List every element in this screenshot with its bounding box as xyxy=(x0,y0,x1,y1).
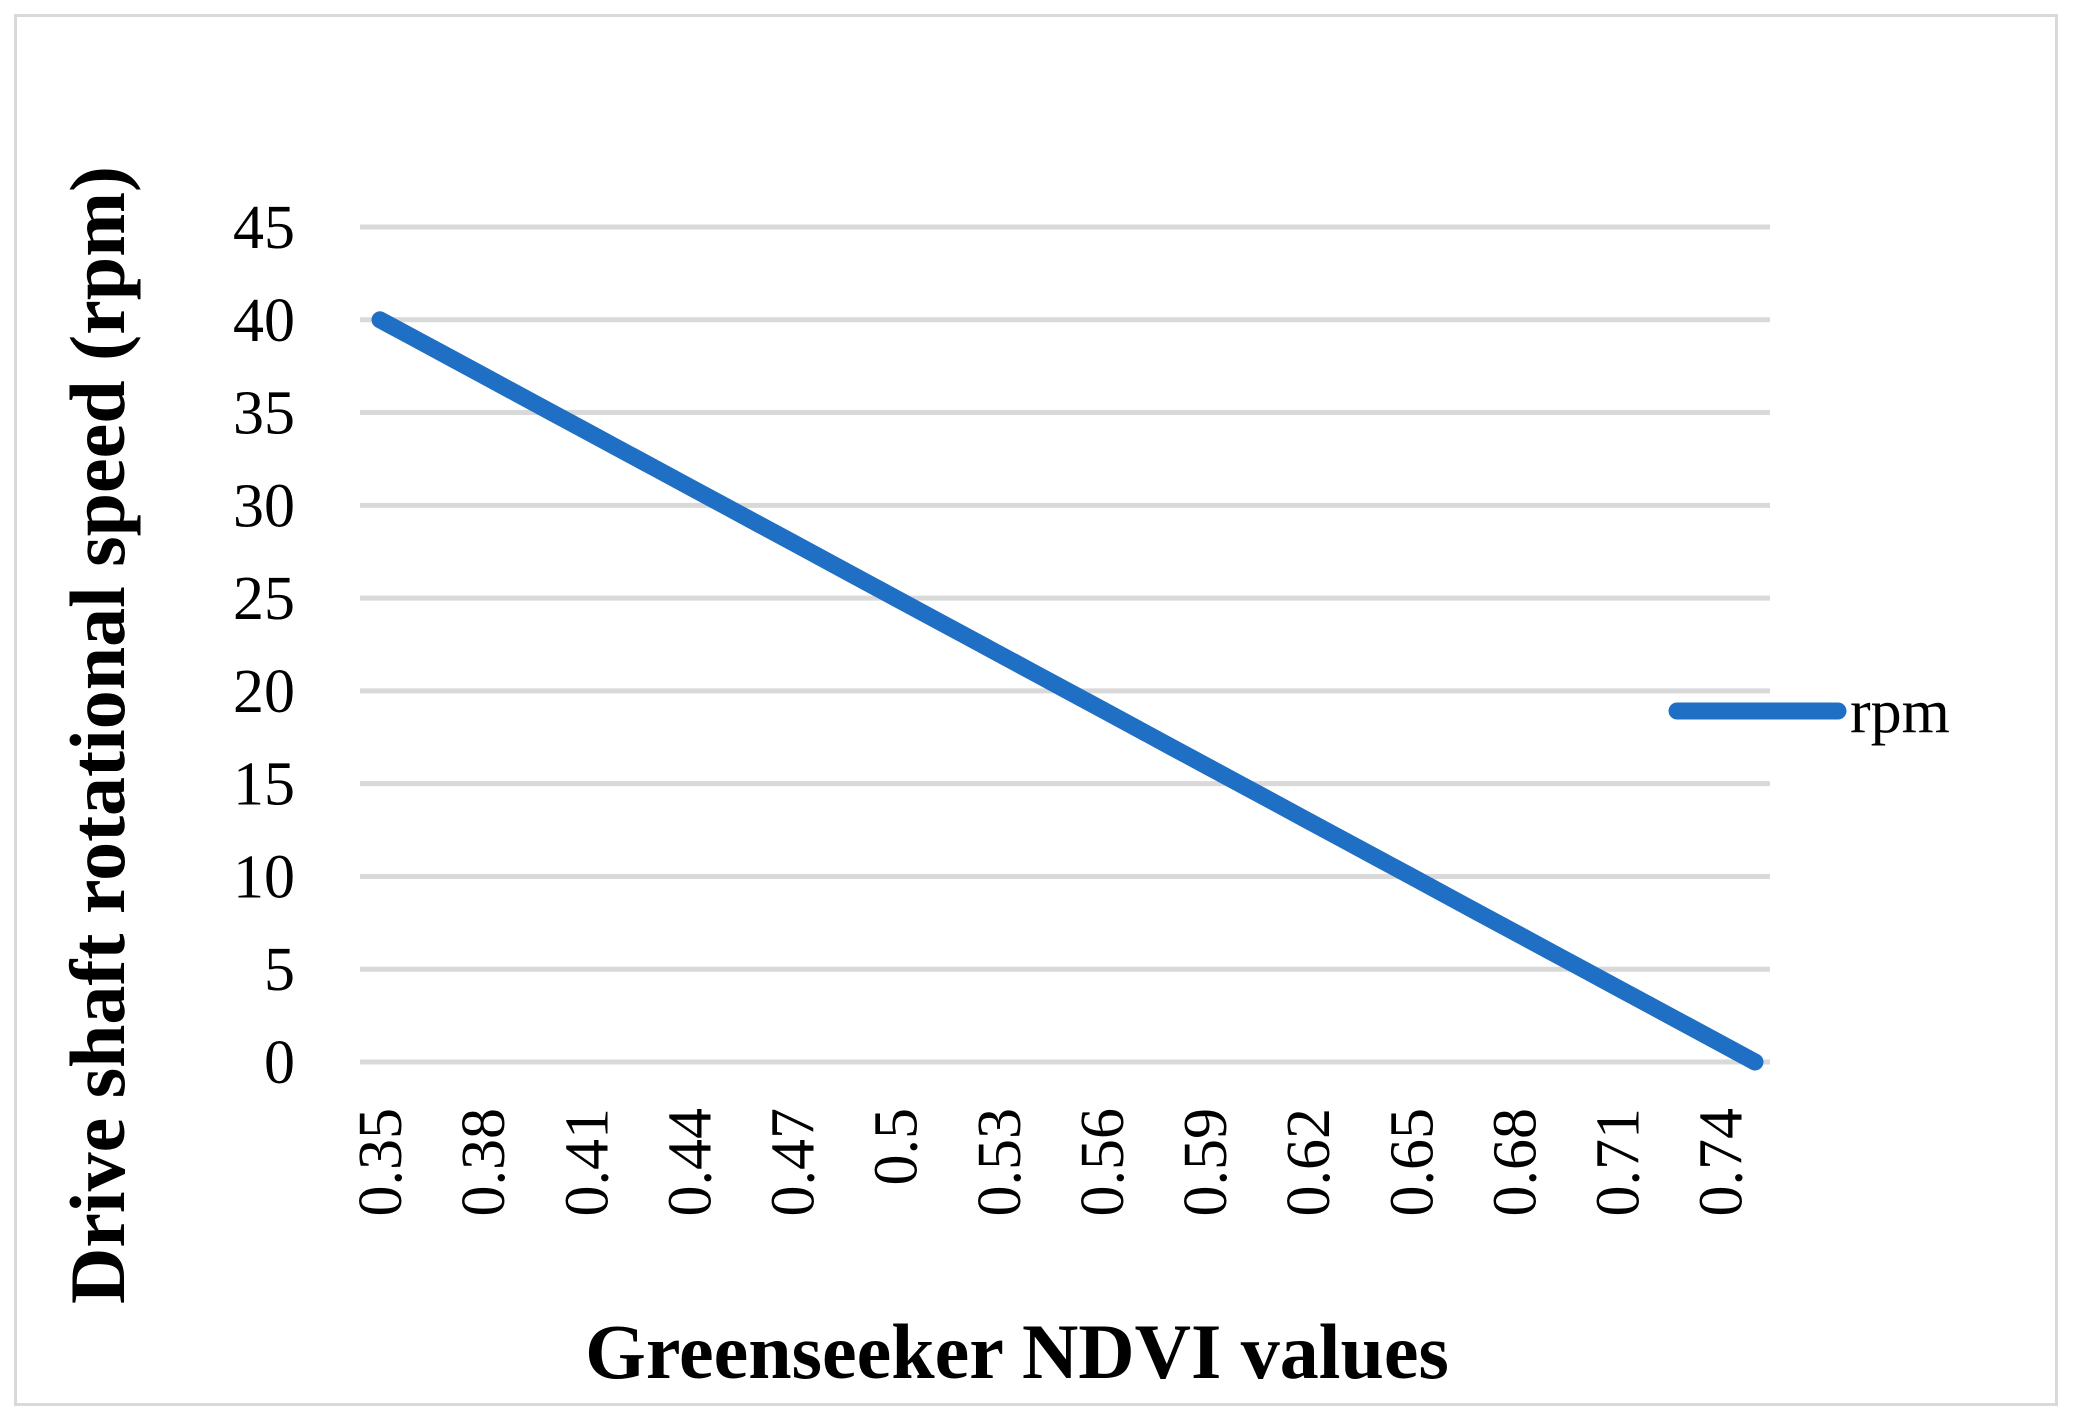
legend-label-rpm: rpm xyxy=(1850,678,1950,746)
y-tick-labels: 0 5 10 15 20 25 30 35 40 45 xyxy=(233,194,295,1097)
x-tick-label: 0.74 xyxy=(1688,1108,1756,1217)
x-tick-label: 0.71 xyxy=(1585,1108,1653,1217)
y-tick-label: 0 xyxy=(264,1029,295,1097)
y-tick-label: 45 xyxy=(233,194,295,262)
x-tick-label: 0.5 xyxy=(863,1108,931,1186)
series-line-rpm xyxy=(371,311,1764,1071)
y-tick-label: 5 xyxy=(264,936,295,1004)
y-tick-label: 10 xyxy=(233,843,295,911)
x-axis-title: Greenseeker NDVI values xyxy=(585,1308,1449,1395)
y-tick-label: 15 xyxy=(233,751,295,819)
x-tick-label: 0.65 xyxy=(1378,1108,1446,1217)
gridlines xyxy=(360,224,1770,1065)
y-tick-label: 30 xyxy=(233,472,295,540)
x-tick-label: 0.38 xyxy=(450,1108,518,1217)
y-tick-label: 40 xyxy=(233,287,295,355)
series-layer xyxy=(371,311,1764,1071)
y-axis-title: Drive shaft rotational speed (rpm) xyxy=(54,166,141,1304)
y-tick-label: 25 xyxy=(233,565,295,633)
x-tick-label: 0.35 xyxy=(347,1108,415,1217)
x-tick-label: 0.56 xyxy=(1069,1108,1137,1217)
legend: rpm xyxy=(1668,678,1950,746)
x-tick-label: 0.62 xyxy=(1275,1108,1343,1217)
x-tick-label: 0.41 xyxy=(553,1108,621,1217)
x-tick-label: 0.59 xyxy=(1172,1108,1240,1217)
x-tick-label: 0.68 xyxy=(1481,1108,1549,1217)
x-tick-label: 0.47 xyxy=(760,1108,828,1217)
x-tick-labels: 0.35 0.38 0.41 0.44 0.47 0.5 0.53 0.56 0.59 0.62 0… xyxy=(347,1108,1756,1217)
y-tick-label: 35 xyxy=(233,380,295,448)
x-tick-label: 0.44 xyxy=(656,1108,724,1217)
y-tick-label: 20 xyxy=(233,658,295,726)
x-tick-label: 0.53 xyxy=(966,1108,1034,1217)
